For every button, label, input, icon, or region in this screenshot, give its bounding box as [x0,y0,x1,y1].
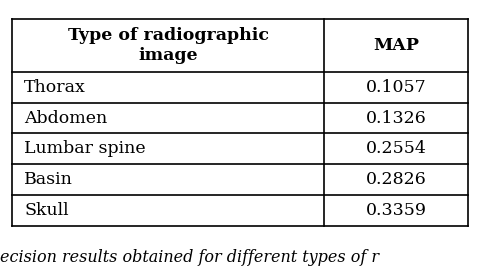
Text: Abdomen: Abdomen [24,110,107,127]
Text: 0.1326: 0.1326 [366,110,427,127]
Text: Basin: Basin [24,171,73,188]
Text: 0.2554: 0.2554 [366,140,427,157]
Text: 0.3359: 0.3359 [366,202,427,219]
Text: 0.1057: 0.1057 [366,79,427,96]
Text: Lumbar spine: Lumbar spine [24,140,145,157]
Text: Thorax: Thorax [24,79,86,96]
Text: Type of radiographic
image: Type of radiographic image [68,27,269,64]
Text: Skull: Skull [24,202,69,219]
Text: MAP: MAP [373,37,419,54]
Text: 0.2826: 0.2826 [366,171,427,188]
Text: ecision results obtained for different types of r: ecision results obtained for different t… [0,249,379,266]
